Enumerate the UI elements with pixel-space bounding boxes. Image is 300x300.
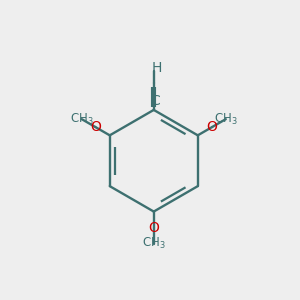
Text: CH$_3$: CH$_3$ — [142, 236, 166, 251]
Text: O: O — [207, 120, 218, 134]
Text: CH$_3$: CH$_3$ — [214, 112, 238, 127]
Text: CH$_3$: CH$_3$ — [70, 112, 94, 127]
Text: O: O — [90, 120, 101, 134]
Text: C: C — [150, 94, 160, 108]
Text: O: O — [148, 221, 159, 235]
Text: H: H — [151, 61, 162, 75]
